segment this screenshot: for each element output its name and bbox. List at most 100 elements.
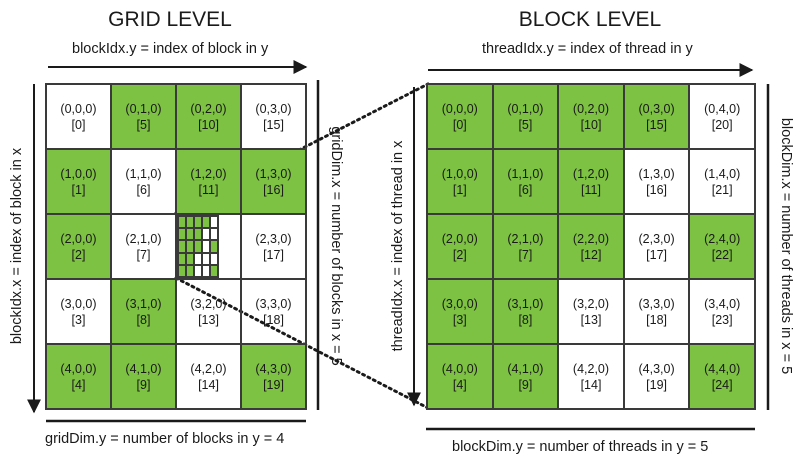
block-thread-cell-index: [24] [711,377,733,392]
block-thread-cell-index: [8] [518,312,533,327]
block-thread-cell-coord: (3,4,0) [704,296,741,311]
block-thread-cell-index: [1] [452,182,467,197]
grid-block-cell-coord: (4,0,0) [60,361,97,376]
grid-block-cell-index: [4] [71,377,86,392]
grid-block-cell-coord: (1,3,0) [255,166,292,181]
block-thread-cell: (2,1,0) [7] [492,214,559,279]
grid-block-cell-coord: (1,2,0) [190,166,227,181]
grid-block-cell-index: [17] [263,247,284,262]
block-thread-cell: (1,4,0) [21] [689,149,755,214]
block-thread-cell-index: [9] [518,377,533,392]
grid-block-cell-coord: (4,1,0) [125,361,162,376]
grid-block-cell-coord: (1,1,0) [125,166,162,181]
block-thread-cell: (1,1,0) [6] [492,149,559,214]
thumbnail-thread-cell [209,228,218,241]
block-thread-cell-index: [20] [711,117,733,132]
grid-block-cell: (2,1,0) [7] [111,214,176,279]
thumbnail-thread-cell [193,228,202,241]
grid-level-title: GRID LEVEL [108,8,232,31]
thumbnail-thread-cell [209,240,218,253]
thumbnail-thread-cell [193,252,202,265]
grid-block-cell: (3,2,0) [13] [176,279,241,344]
thumbnail-thread-cell [185,216,194,229]
thumbnail-thread-cell [178,252,186,265]
grid-block-cell: (1,2,0) [11] [176,149,241,214]
block-thread-cell-index: [22] [711,247,733,262]
block-thread-cell-index: [6] [518,182,533,197]
block-thread-cell-index: [23] [711,312,733,327]
block-thread-cell-coord: (1,4,0) [704,166,741,181]
block-thread-cell-coord: (0,4,0) [704,101,741,116]
grid-block-cell: (1,1,0) [6] [111,149,176,214]
block-thread-cell: (1,0,0) [1] [427,149,493,214]
grid-block-cell-index: [18] [263,312,284,327]
block-thread-cell-coord: (2,0,0) [441,231,478,246]
grid-top-label: blockIdx.y = index of block in y [72,41,269,57]
grid-block-cell-index: [14] [198,377,219,392]
grid-block-cell-coord: (2,0,0) [60,231,97,246]
thumbnail-thread-cell [209,252,218,265]
block-thread-cell-coord: (4,3,0) [638,361,675,376]
block-thread-cell-coord: (0,0,0) [441,101,478,116]
zoom-line-bottom [174,276,430,410]
grid-block-cell-index: [3] [71,312,86,327]
block-thread-cell-coord: (0,2,0) [572,101,610,116]
grid-block-cell-index: [19] [263,377,284,392]
grid-block-cell [176,214,241,279]
grid-block-cell: (4,2,0) [14] [176,344,241,409]
grid-block-cell: (3,0,0) [3] [46,279,111,344]
thumbnail-thread-cell [201,228,210,241]
grid-block-cell: (4,0,0) [4] [46,344,111,409]
thumbnail-thread-cell [185,228,194,241]
block-thread-cell: (4,4,0) [24] [689,344,755,409]
grid-block-cell-coord: (2,3,0) [255,231,292,246]
thumbnail-thread-cell [193,240,202,253]
grid-block-cell-coord: (3,1,0) [125,296,162,311]
block-thread-cell: (2,0,0) [2] [427,214,493,279]
grid-block-cell-coord: (0,3,0) [255,101,292,116]
block-thread-cell: (3,0,0) [3] [427,279,493,344]
block-thread-cell: (1,2,0) [11] [558,149,624,214]
block-right-label: blockDim.x = number of threads in x = 5 [778,117,794,375]
grid-block-cell-index: [7] [136,247,151,262]
thumbnail-thread-cell [209,216,218,229]
grid-block-cell: (3,1,0) [8] [111,279,176,344]
thumbnail-thread-cell [178,240,186,253]
block-thread-cell: (2,3,0) [17] [623,214,690,279]
block-thread-cell-coord: (3,3,0) [638,296,675,311]
block-thread-cell-index: [18] [646,312,668,327]
block-thread-cell-coord: (2,4,0) [704,231,741,246]
thumbnail-thread-cell [201,216,210,229]
grid-block-cell-coord: (0,0,0) [60,101,97,116]
zoomed-block-thumbnail [177,215,219,278]
thumbnail-thread-cell [185,240,194,253]
block-thread-cell-index: [5] [518,117,533,132]
grid-block-cell-index: [2] [71,247,86,262]
grid-block-cell: (0,0,0) [0] [46,84,111,149]
block-thread-cell: (0,3,0) [15] [623,84,690,149]
block-thread-cell-index: [15] [646,117,668,132]
block-thread-cell-index: [12] [580,247,602,262]
block-thread-cell-coord: (4,2,0) [572,361,610,376]
grid-block-cell: (3,3,0) [18] [241,279,306,344]
grid-left-label: blockIdx.x = index of block in x [9,147,25,345]
thumbnail-thread-cell [209,264,218,277]
block-thread-cell: (4,3,0) [19] [623,344,690,409]
block-thread-cell: (0,1,0) [5] [492,84,559,149]
block-thread-cell-index: [17] [646,247,668,262]
thumbnail-thread-cell [193,216,202,229]
block-thread-cell-index: [7] [518,247,533,262]
grid-block-cell-index: [1] [71,182,86,197]
block-thread-cell-index: [11] [581,182,601,197]
block-thread-cell-index: [0] [452,117,467,132]
block-thread-cell-coord: (0,3,0) [638,101,675,116]
grid-bottom-label: gridDim.y = number of blocks in y = 4 [45,431,285,447]
block-thread-cell-index: [3] [452,312,467,327]
thumbnail-thread-cell [178,264,186,277]
block-thread-cell-coord: (2,1,0) [507,231,544,246]
block-left-label: threadIdx.x = index of thread in x [390,140,406,352]
block-thread-cell: (1,3,0) [16] [623,149,690,214]
block-thread-cell-coord: (3,2,0) [572,296,610,311]
block-thread-cell: (3,2,0) [13] [558,279,624,344]
grid-block-cell: (2,0,0) [2] [46,214,111,279]
